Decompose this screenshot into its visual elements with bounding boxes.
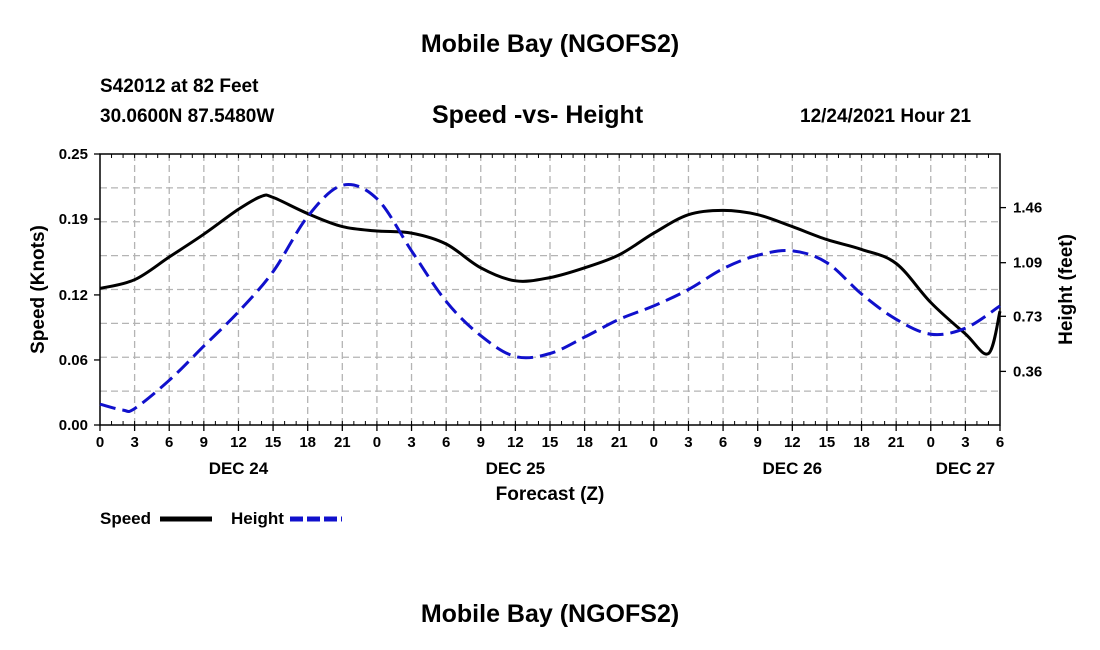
x-tick-label: 12 <box>230 434 247 451</box>
x-tick-label: 6 <box>719 434 727 451</box>
x-tick-label: 3 <box>130 434 138 451</box>
y-tick-label-right: 1.46 <box>1013 200 1042 217</box>
x-tick-label: 15 <box>542 434 559 451</box>
x-tick-label: 9 <box>477 434 485 451</box>
x-tick-label: 0 <box>96 434 104 451</box>
y-tick-label-left: 0.19 <box>59 211 88 228</box>
x-tick-label: 12 <box>507 434 524 451</box>
x-tick-label: 18 <box>299 434 316 451</box>
legend-speed-label: Speed <box>100 509 152 528</box>
y-tick-label-left: 0.06 <box>59 352 88 369</box>
station-coords: 30.0600N 87.5480W <box>100 106 275 127</box>
legend-height-swatch <box>290 516 342 522</box>
day-label: DEC 25 <box>486 459 546 478</box>
height-series-line <box>99 183 1001 414</box>
x-tick-label: 21 <box>611 434 628 451</box>
x-tick-label: 0 <box>650 434 658 451</box>
x-tick-label: 15 <box>265 434 282 451</box>
x-tick-label: 6 <box>442 434 450 451</box>
x-tick-label: 3 <box>961 434 969 451</box>
x-tick-label: 0 <box>373 434 381 451</box>
station-label: S42012 at 82 Feet <box>100 76 259 97</box>
x-tick-label: 21 <box>888 434 905 451</box>
forecast-datetime: 12/24/2021 Hour 21 <box>800 106 972 127</box>
x-tick-label: 21 <box>334 434 351 451</box>
y-axis-title-left: Speed (Knots) <box>28 225 49 354</box>
x-tick-label: 6 <box>996 434 1004 451</box>
x-tick-label: 0 <box>927 434 935 451</box>
x-tick-label: 15 <box>819 434 836 451</box>
y-axis-title-right: Height (feet) <box>1056 234 1077 345</box>
day-label: DEC 27 <box>936 459 996 478</box>
legend-height-label: Height <box>231 509 284 528</box>
day-label: DEC 24 <box>209 459 269 478</box>
x-tick-label: 18 <box>853 434 870 451</box>
chart-title: Speed -vs- Height <box>432 101 644 129</box>
x-tick-label: 9 <box>754 434 762 451</box>
page-title: Mobile Bay (NGOFS2) <box>420 30 680 58</box>
x-tick-label: 3 <box>684 434 692 451</box>
x-tick-label: 18 <box>576 434 593 451</box>
y-tick-label-left: 0.00 <box>59 417 88 434</box>
x-tick-label: 12 <box>784 434 801 451</box>
y-tick-label-right: 0.36 <box>1013 363 1042 380</box>
y-tick-label-left: 0.25 <box>59 146 88 163</box>
page-title-repeat: Mobile Bay (NGOFS2) <box>420 600 680 628</box>
x-tick-label: 3 <box>407 434 415 451</box>
speed-series-line <box>99 193 1002 356</box>
y-tick-label-left: 0.12 <box>59 287 88 304</box>
y-tick-label-right: 1.09 <box>1013 255 1042 272</box>
x-axis-title: Forecast (Z) <box>496 484 605 505</box>
legend-speed-swatch <box>160 516 212 522</box>
x-tick-label: 6 <box>165 434 173 451</box>
day-label: DEC 26 <box>763 459 823 478</box>
y-tick-label-right: 0.73 <box>1013 308 1042 325</box>
x-tick-label: 9 <box>200 434 208 451</box>
